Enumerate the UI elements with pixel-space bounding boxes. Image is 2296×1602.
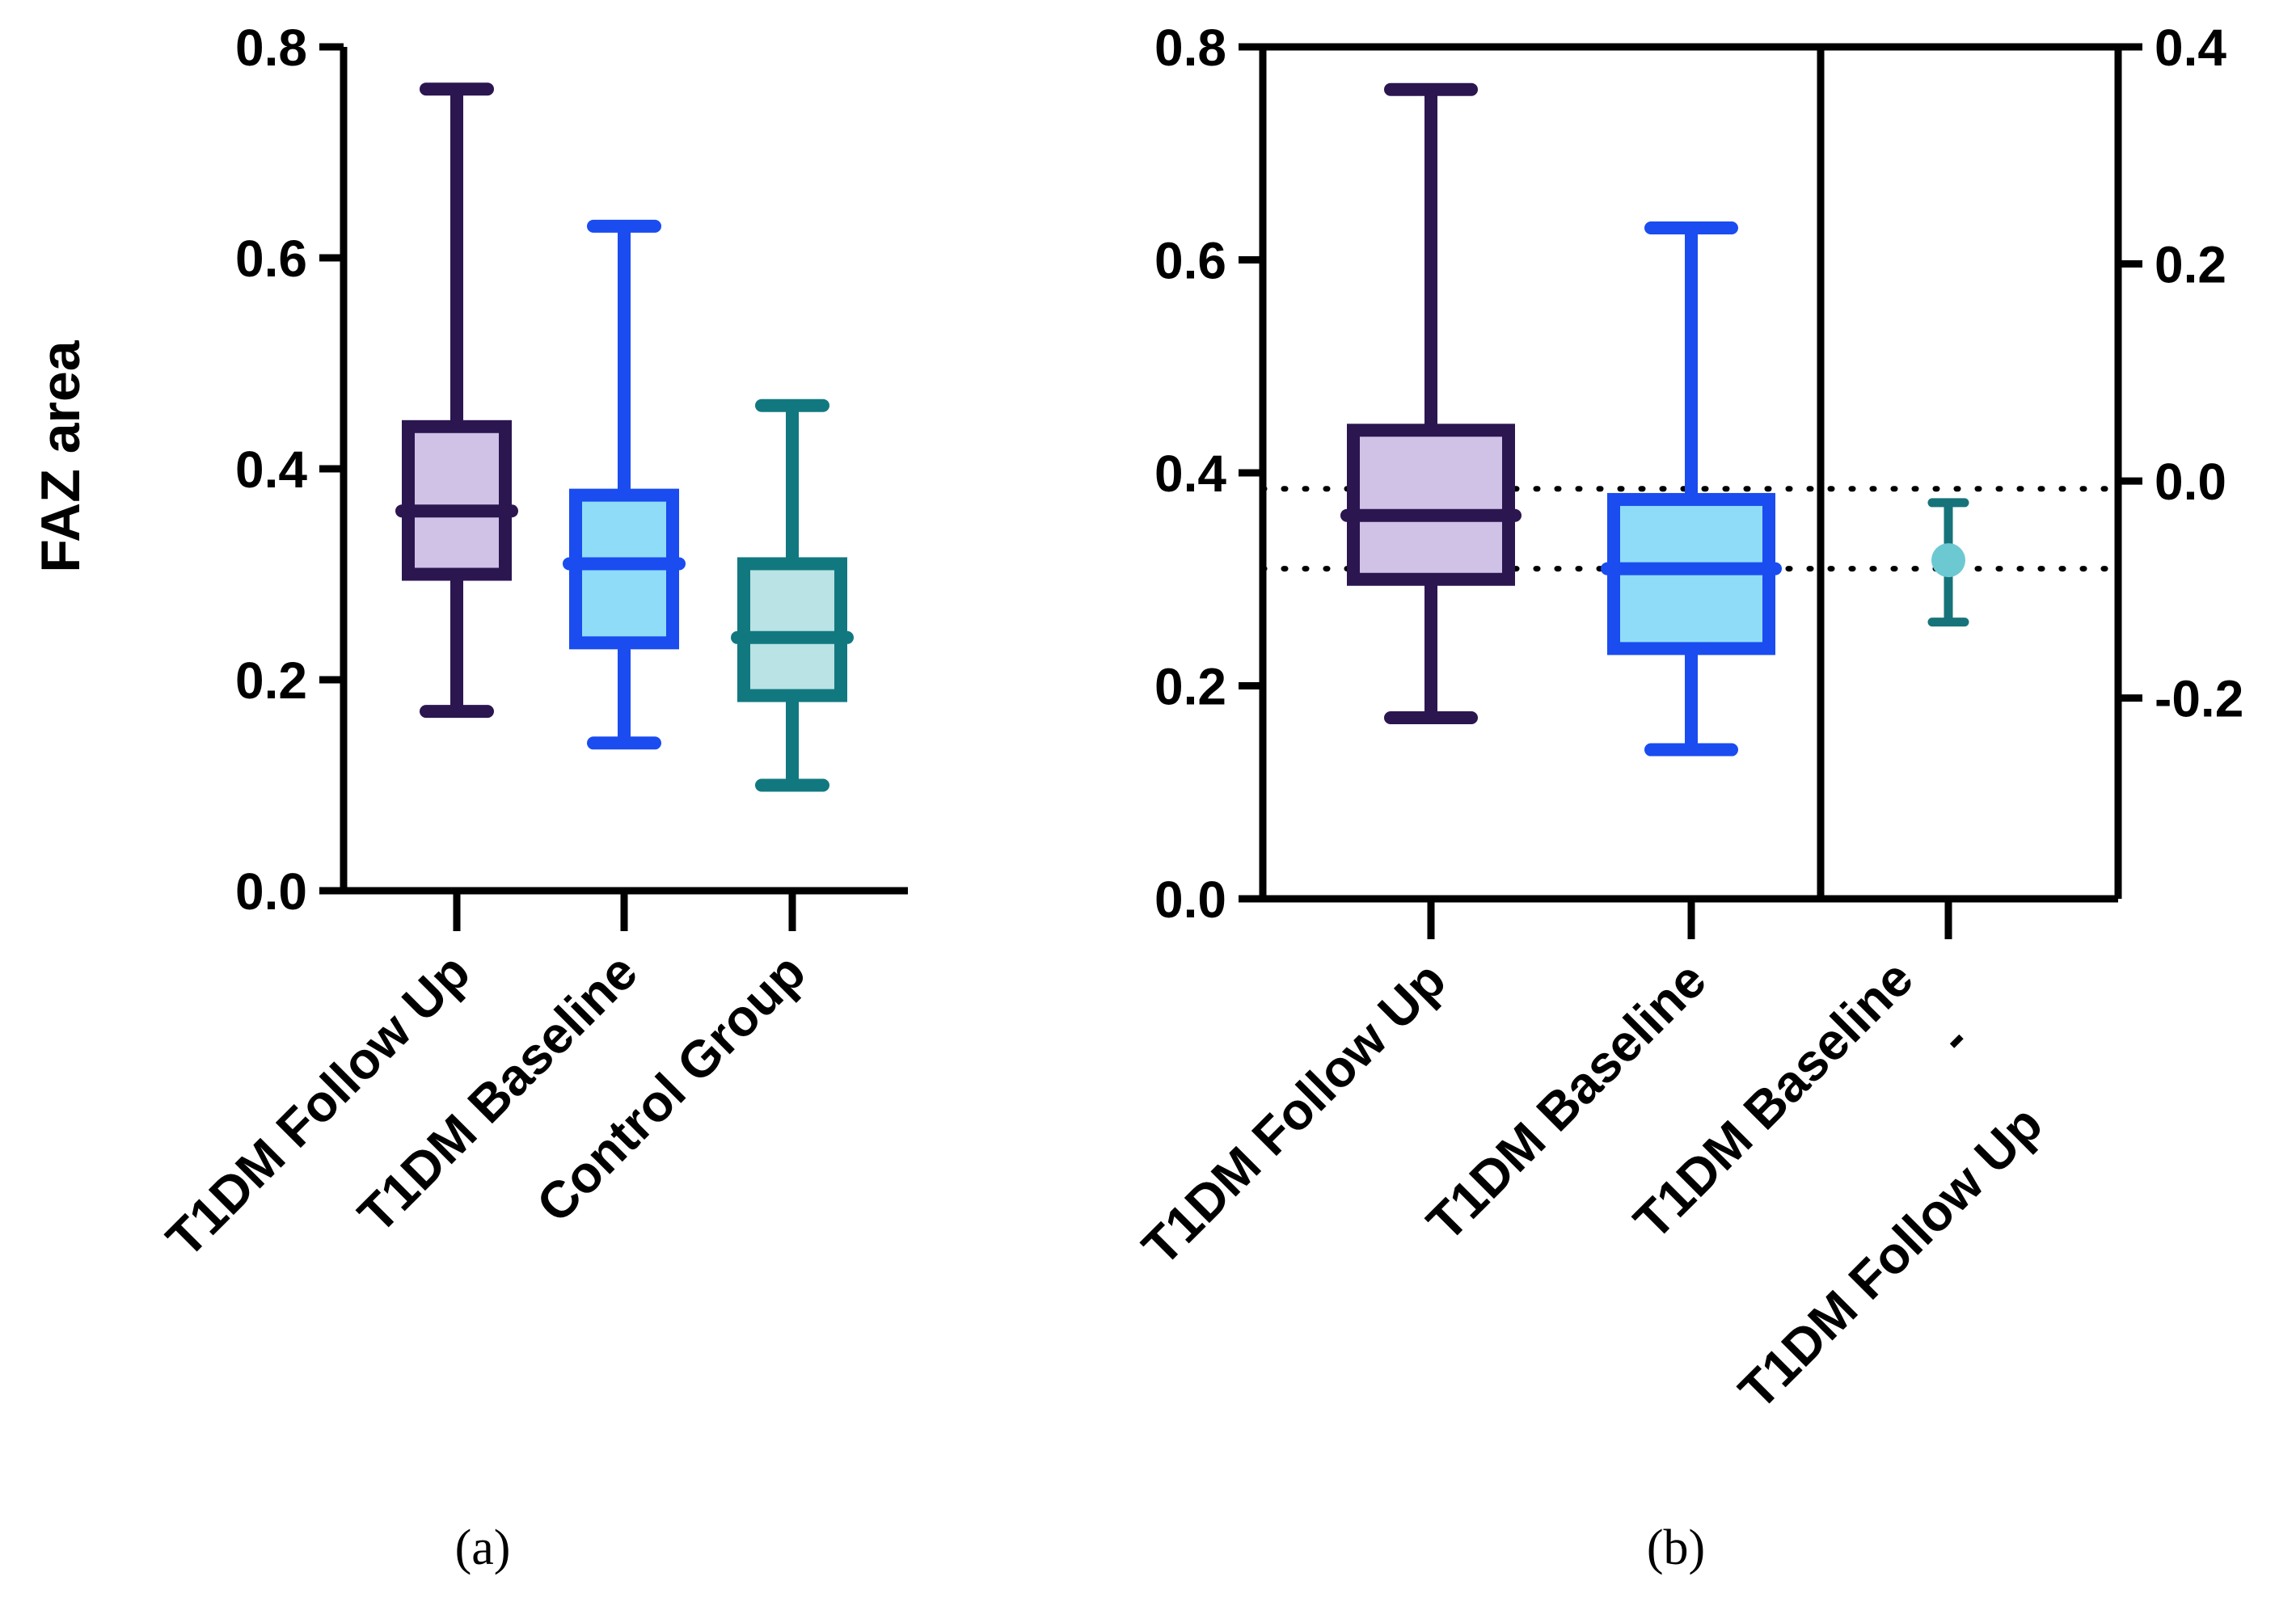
y-tick-label: 0.4 [1154,445,1226,503]
x-tick-label-difference-line3: T1DM Follow Up [1728,1094,2053,1420]
x-tick-label-t1dm-follow-up: T1DM Follow Up [1131,951,1457,1276]
a-t1dm-follow-up-box [402,419,512,581]
b-t1dm-follow-up-box [1347,424,1515,586]
y2-tick-label: 0.4 [2155,19,2226,77]
x-tick-label-t1dm-baseline: T1DM Baseline [347,942,648,1244]
y2-tick-label: 0.2 [2155,236,2226,294]
panel-label-a: (a) [455,1520,511,1575]
y-tick-label: 0.6 [1154,232,1226,290]
y-tick-label: 0.0 [235,862,307,921]
y-tick-label: 0.2 [1154,658,1226,716]
y-tick-label: 0.8 [1154,19,1226,77]
y-tick-label: 0.0 [1154,871,1226,929]
y-tick-label: 0.2 [235,651,307,710]
a-control-group-box [737,557,847,702]
panel-label-b: (b) [1647,1520,1705,1575]
y2-tick-label: -0.2 [2155,670,2243,728]
x-tick-label-t1dm-follow-up: T1DM Follow Up [155,942,481,1268]
y-axis-label: FAZ area [30,339,91,572]
x-tick-label-difference-dash: - [1927,1011,1980,1064]
panel-b-chart: 0.0 0.2 0.4 0.6 0.8 -0.2 0.0 0.2 0.4 T1DM Follow … [1131,19,2243,1420]
difference-mean-point [1931,543,1965,578]
y-tick-label: 0.4 [235,441,307,499]
y-tick-label: 0.6 [235,230,307,288]
y2-tick-label: 0.0 [2155,453,2226,511]
y-tick-label: 0.8 [235,19,307,77]
